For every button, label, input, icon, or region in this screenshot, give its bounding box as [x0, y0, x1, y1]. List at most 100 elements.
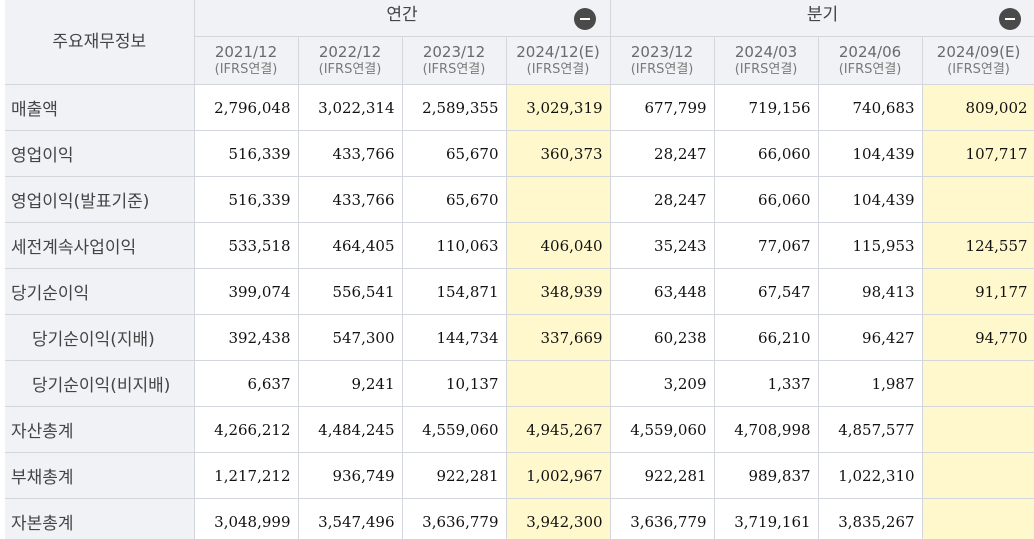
value-cell: 1,022,310 [817, 452, 923, 499]
value-cell: 66,060 [713, 176, 819, 223]
value-cell: 399,074 [193, 268, 299, 315]
value-cell: 556,541 [297, 268, 403, 315]
value-cell: 3,209 [609, 360, 715, 407]
value-cell: 740,683 [817, 84, 923, 131]
table-row: 세전계속사업이익 533,518 464,405 110,063 406,040 35,2… [5, 222, 1034, 269]
value-cell [505, 360, 611, 407]
value-cell: 4,708,998 [713, 406, 819, 453]
value-cell: 360,373 [505, 130, 611, 177]
header-group-row: 주요재무정보 연간 분기 [5, 0, 1034, 85]
value-cell: 4,945,267 [505, 406, 611, 453]
row-label: 영업이익 [5, 130, 195, 177]
value-cell: 3,547,496 [297, 498, 403, 539]
value-cell: 154,871 [401, 268, 507, 315]
header-period-row: 2021/12 (IFRS연결) 2022/12 (IFRS연결) 2023/12 (IF… [5, 36, 1034, 85]
table-row: 당기순이익(지배) 392,438 547,300 144,734 337,669 60,… [5, 314, 1034, 361]
value-cell: 533,518 [193, 222, 299, 269]
value-cell: 3,719,161 [713, 498, 819, 539]
table-row: 부채총계 1,217,212 936,749 922,281 1,002,967 922,… [5, 452, 1034, 499]
value-cell: 464,405 [297, 222, 403, 269]
period-header: 2022/12 (IFRS연결) [297, 36, 403, 85]
value-cell: 2,796,048 [193, 84, 299, 131]
period-date: 2022/12 [318, 43, 382, 62]
value-cell: 1,217,212 [193, 452, 299, 499]
value-cell: 6,637 [193, 360, 299, 407]
value-cell: 3,942,300 [505, 498, 611, 539]
value-cell: 67,547 [713, 268, 819, 315]
row-label: 당기순이익(지배) [5, 314, 195, 361]
value-cell: 124,557 [921, 222, 1034, 269]
period-basis: (IFRS연결) [526, 62, 590, 78]
period-header: 2024/09(E) (IFRS연결) [921, 36, 1034, 85]
value-cell: 392,438 [193, 314, 299, 361]
value-cell: 65,670 [401, 176, 507, 223]
value-cell: 28,247 [609, 176, 715, 223]
period-date: 2023/12 [630, 43, 694, 62]
value-cell: 337,669 [505, 314, 611, 361]
value-cell: 936,749 [297, 452, 403, 499]
value-cell: 922,281 [401, 452, 507, 499]
table-row: 영업이익 516,339 433,766 65,670 360,373 28,247 66,… [5, 130, 1034, 177]
value-cell [505, 176, 611, 223]
value-cell: 719,156 [713, 84, 819, 131]
period-header: 2024/03 (IFRS연결) [713, 36, 819, 85]
value-cell: 3,048,999 [193, 498, 299, 539]
value-cell: 516,339 [193, 130, 299, 177]
collapse-minus-icon[interactable] [573, 8, 596, 30]
period-basis: (IFRS연결) [630, 62, 694, 78]
value-cell: 1,337 [713, 360, 819, 407]
value-cell [921, 176, 1034, 223]
table-body: 매출액 2,796,048 3,022,314 2,589,355 3,029,319 6… [5, 84, 1034, 539]
corner-label: 주요재무정보 [5, 0, 195, 85]
period-date: 2023/12 [422, 43, 486, 62]
value-cell: 4,266,212 [193, 406, 299, 453]
value-cell: 3,029,319 [505, 84, 611, 131]
value-cell: 3,022,314 [297, 84, 403, 131]
period-date: 2024/09(E) [936, 43, 1021, 62]
value-cell: 110,063 [401, 222, 507, 269]
row-label: 자산총계 [5, 406, 195, 453]
value-cell [921, 360, 1034, 407]
table-row: 당기순이익(비지배) 6,637 9,241 10,137 3,209 1,337 1,98… [5, 360, 1034, 407]
period-basis: (IFRS연결) [734, 62, 798, 78]
value-cell: 66,210 [713, 314, 819, 361]
value-cell: 989,837 [713, 452, 819, 499]
row-label: 자본총계 [5, 498, 195, 539]
value-cell: 63,448 [609, 268, 715, 315]
value-cell: 98,413 [817, 268, 923, 315]
table-row: 매출액 2,796,048 3,022,314 2,589,355 3,029,319 6… [5, 84, 1034, 131]
period-header: 2024/12(E) (IFRS연결) [505, 36, 611, 85]
value-cell: 516,339 [193, 176, 299, 223]
financial-summary-table: 주요재무정보 연간 분기 2021/12 (IFRS연결) 2022/12 (IFRS… [5, 0, 1034, 539]
value-cell: 2,589,355 [401, 84, 507, 131]
table-row: 자본총계 3,048,999 3,547,496 3,636,779 3,942,300… [5, 498, 1034, 539]
table-row: 영업이익(발표기준) 516,339 433,766 65,670 28,247 66,0… [5, 176, 1034, 223]
value-cell: 1,987 [817, 360, 923, 407]
value-cell: 77,067 [713, 222, 819, 269]
period-basis: (IFRS연결) [947, 62, 1010, 78]
value-cell [921, 498, 1034, 539]
value-cell: 1,002,967 [505, 452, 611, 499]
value-cell: 35,243 [609, 222, 715, 269]
period-date: 2024/06 [838, 43, 902, 62]
period-basis: (IFRS연결) [838, 62, 902, 78]
value-cell: 4,484,245 [297, 406, 403, 453]
value-cell: 3,636,779 [609, 498, 715, 539]
collapse-minus-icon[interactable] [998, 8, 1021, 30]
value-cell: 433,766 [297, 130, 403, 177]
value-cell: 547,300 [297, 314, 403, 361]
value-cell: 406,040 [505, 222, 611, 269]
value-cell: 922,281 [609, 452, 715, 499]
quarterly-group-label: 분기 [806, 4, 839, 25]
period-header: 2024/06 (IFRS연결) [817, 36, 923, 85]
period-header: 2023/12 (IFRS연결) [609, 36, 715, 85]
value-cell: 96,427 [817, 314, 923, 361]
value-cell: 115,953 [817, 222, 923, 269]
value-cell [921, 452, 1034, 499]
row-label: 영업이익(발표기준) [5, 176, 195, 223]
period-basis: (IFRS연결) [422, 62, 486, 78]
value-cell: 348,939 [505, 268, 611, 315]
value-cell: 4,857,577 [817, 406, 923, 453]
value-cell: 4,559,060 [401, 406, 507, 453]
